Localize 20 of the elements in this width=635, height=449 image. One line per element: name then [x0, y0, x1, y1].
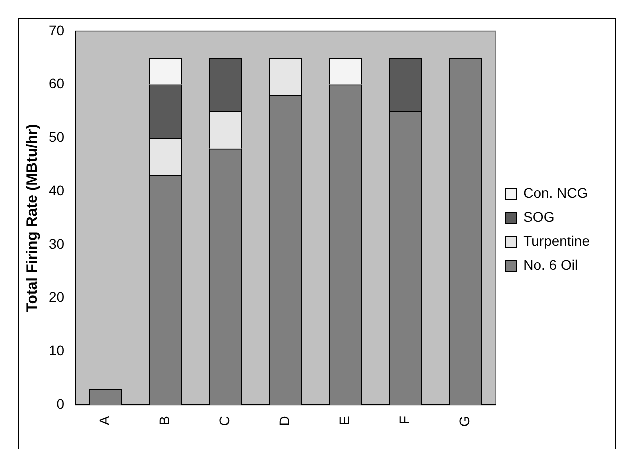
- y-tick-label: 40: [48, 182, 65, 198]
- y-tick-label: 60: [48, 76, 65, 92]
- legend-label: Con. NCG: [524, 184, 588, 201]
- y-axis-title: Total Firing Rate (MBtu/hr): [24, 124, 42, 312]
- y-tick-label: 20: [48, 289, 65, 306]
- y-tick-label: 50: [48, 129, 65, 146]
- legend-label: No. 6 Oil: [524, 256, 578, 273]
- x-tick-label: G: [456, 416, 472, 427]
- y-tick-label: 0: [56, 396, 65, 412]
- legend-label: SOG: [524, 208, 555, 225]
- y-tick-label: 30: [48, 236, 65, 252]
- y-tick-label: 10: [48, 342, 65, 359]
- x-tick-label: A: [96, 415, 112, 426]
- legend-label: Turpentine: [524, 232, 590, 249]
- x-tick-label: F: [396, 416, 412, 425]
- x-tick-label: D: [276, 416, 292, 426]
- x-tick-label: B: [156, 416, 172, 426]
- x-tick-label: C: [216, 416, 232, 426]
- x-tick-label: E: [336, 416, 352, 426]
- y-tick-label: 70: [48, 22, 65, 38]
